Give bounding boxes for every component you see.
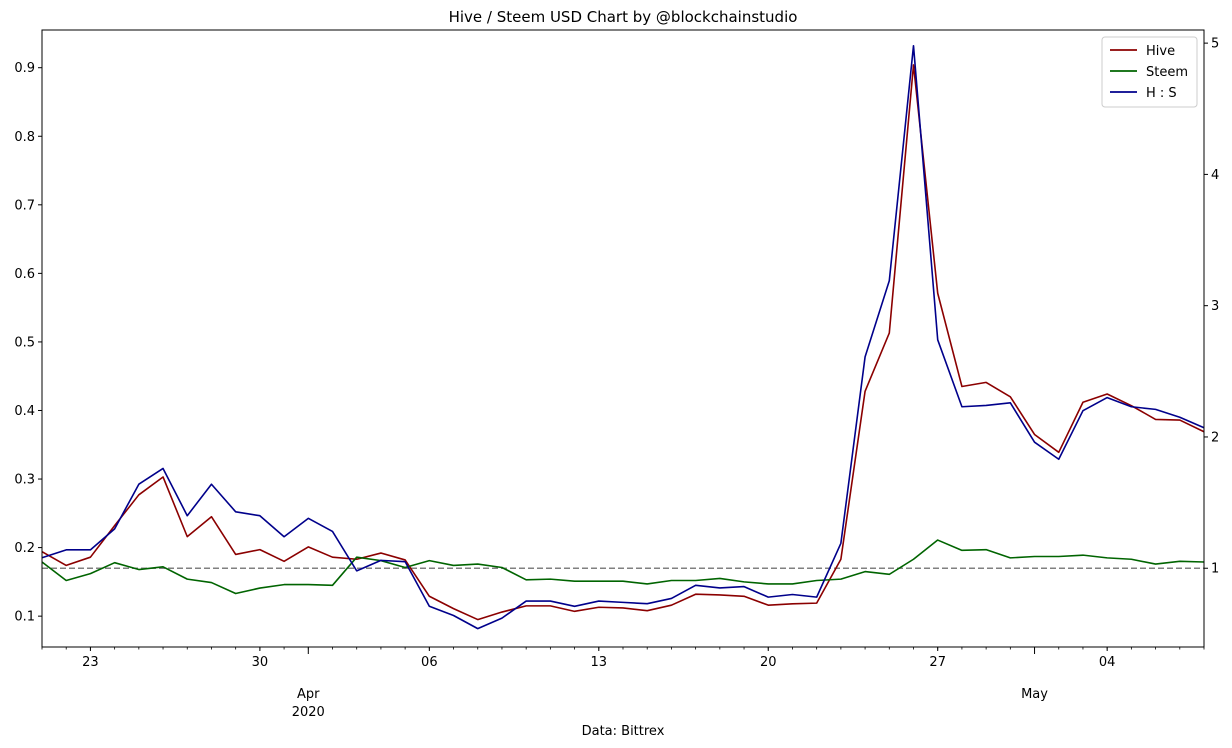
right-y-axis: 1 2 3 4 5 [1204,37,1219,577]
right-y-tick-label: 4 [1211,168,1219,183]
plot-frame [41,29,1205,648]
left-y-axis: 0.1 0.2 0.3 0.4 0.5 0.6 0.7 0.8 0.9 [14,61,42,625]
chart-title: Hive / Steem USD Chart by @blockchainstu… [449,8,798,26]
left-y-tick-label: 0.2 [14,541,35,556]
x-tick-label: 23 [82,655,99,670]
left-y-tick-label: 0.9 [14,61,35,76]
x-tick-label: 20 [760,655,777,670]
left-y-tick-label: 0.4 [14,404,35,419]
x-month-label: Apr [297,687,320,702]
x-tick-label: 04 [1099,655,1116,670]
series-line-steem [41,539,1205,595]
legend-label: H : S [1146,86,1177,101]
left-y-tick-label: 0.3 [14,473,35,488]
x-year-label: 2020 [292,705,325,720]
legend-label: Hive [1146,44,1175,59]
legend-box [1101,36,1198,108]
x-tick-label: 27 [929,655,946,670]
series-layer [41,44,1205,630]
x-tick-label: 06 [421,655,438,670]
x-tick-label: 30 [252,655,269,670]
right-y-tick-label: 3 [1211,299,1219,314]
left-y-tick-label: 0.5 [14,335,35,350]
legend-label: Steem [1146,65,1188,80]
left-y-tick-label: 0.7 [14,198,35,213]
x-axis-label: Data: Bittrex [582,724,665,739]
x-axis: 23 30 06 13 20 27 04 Apr 2020 May [41,647,1205,720]
series-line-h-s [41,44,1205,630]
legend: Hive Steem H : S [1101,36,1198,108]
series-line-hive [41,64,1205,621]
left-y-tick-label: 0.1 [14,610,35,625]
right-y-tick-label: 5 [1211,37,1219,52]
left-y-tick-label: 0.6 [14,267,35,282]
right-y-tick-label: 2 [1211,430,1219,445]
right-y-tick-label: 1 [1211,562,1219,577]
x-tick-label: 13 [591,655,608,670]
left-y-tick-label: 0.8 [14,130,35,145]
x-month-label: May [1021,687,1048,702]
